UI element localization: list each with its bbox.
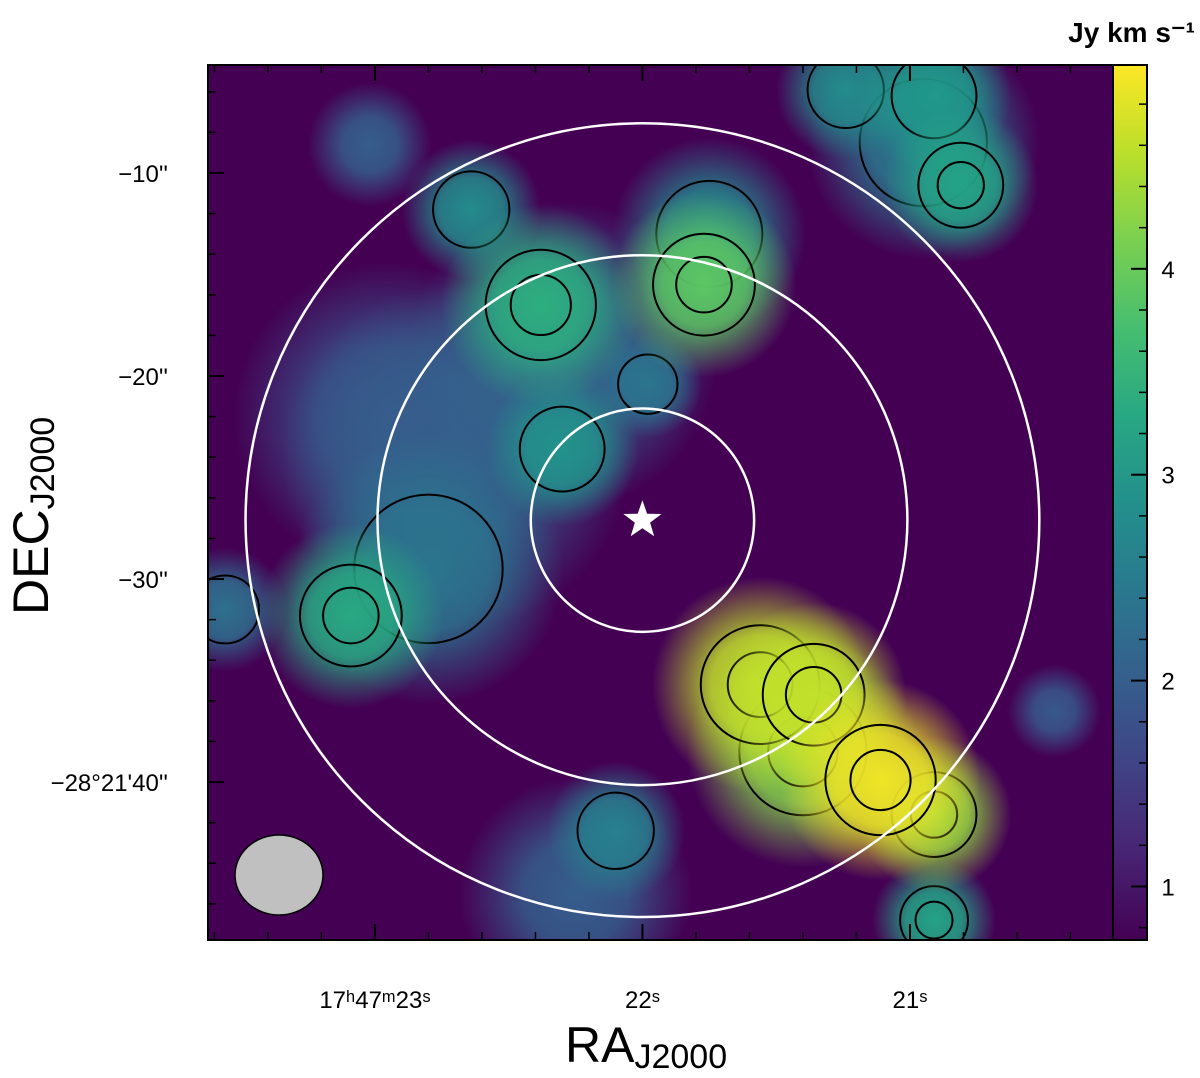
ticks: 17ʰ47ᵐ23ˢ 22ˢ 21ˢ −10'' −20'' −30'' −28°21'40'… xyxy=(51,65,1175,1014)
emission-clump xyxy=(307,82,432,207)
aperture-circle xyxy=(529,407,756,634)
emission-layer xyxy=(208,65,1101,940)
contour xyxy=(914,900,954,940)
contour xyxy=(576,791,655,870)
emission-clump xyxy=(258,523,444,709)
emission-clump xyxy=(883,108,1038,263)
emission-clump xyxy=(485,371,640,527)
colorbar-tick-label: 3 xyxy=(1161,463,1174,490)
contour xyxy=(652,232,756,337)
colorbar-tick-label: 2 xyxy=(1161,669,1174,696)
y-axis-title-sub: J2000 xyxy=(24,417,62,510)
contour xyxy=(322,586,380,645)
aperture-circle xyxy=(376,253,909,787)
contour xyxy=(849,748,912,812)
y-axis-title: DECJ2000 xyxy=(3,417,62,615)
contour xyxy=(824,723,937,837)
emission-clump xyxy=(546,761,686,901)
emission-clump xyxy=(780,679,981,881)
aperture-circle xyxy=(244,122,1041,919)
beam xyxy=(234,834,324,916)
colorbar-tick-label: 1 xyxy=(1161,874,1174,901)
y-tick-label: −28°21'40'' xyxy=(51,770,168,797)
y-axis-title-main: DEC xyxy=(3,509,59,615)
contour xyxy=(917,141,1005,229)
emission-clump xyxy=(611,192,797,378)
colorbar-label: Jy km s⁻¹ xyxy=(1068,17,1195,48)
colorbar-tick-label: 4 xyxy=(1161,257,1174,284)
y-tick-label: −10'' xyxy=(118,161,168,188)
star-marker xyxy=(623,500,662,537)
contour xyxy=(298,563,403,668)
x-axis-title: RAJ2000 xyxy=(565,1017,727,1073)
contour xyxy=(675,255,733,314)
x-axis-title-sub: J2000 xyxy=(634,1038,727,1073)
y-tick-label: −20'' xyxy=(118,364,168,391)
contour xyxy=(518,405,606,493)
emission-clump xyxy=(440,204,642,406)
x-tick-label: 22ˢ xyxy=(625,987,660,1014)
emission-clump xyxy=(1008,664,1101,758)
x-tick-label: 17ʰ47ᵐ23ˢ xyxy=(319,987,430,1014)
contour xyxy=(484,248,597,362)
x-axis-title-main: RA xyxy=(565,1017,635,1073)
overlay-layer xyxy=(244,122,1041,919)
contour xyxy=(936,161,985,210)
y-tick-label: −30'' xyxy=(118,567,168,594)
x-tick-label: 21ˢ xyxy=(893,987,928,1014)
colorbar xyxy=(1112,64,1148,941)
